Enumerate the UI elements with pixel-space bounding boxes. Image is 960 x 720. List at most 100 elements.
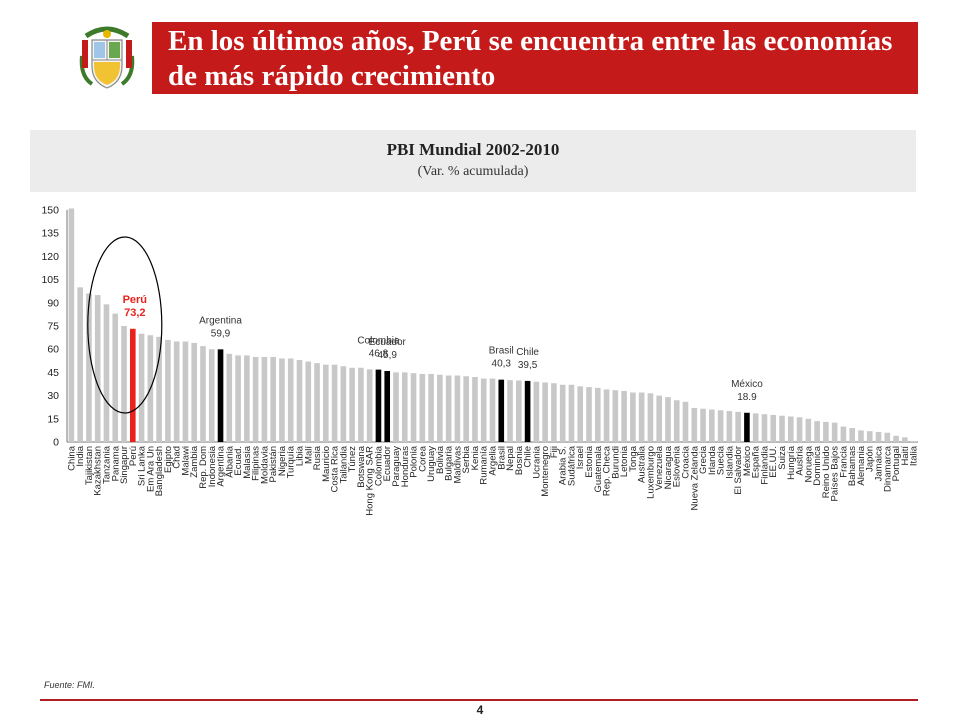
bar: [358, 367, 364, 442]
bar: [393, 372, 399, 442]
x-tick-label: Rep. Dom: [198, 446, 209, 489]
chart-header-panel: PBI Mundial 2002-2010 (Var. % acumulada): [30, 130, 916, 192]
x-tick-label: Eslovenia: [672, 445, 683, 487]
bar: [94, 295, 101, 442]
x-tick-label: Irlanda: [707, 445, 718, 475]
x-tick-label: Luxemburgo: [645, 446, 656, 499]
bar: [630, 392, 636, 442]
x-tick-label: Chile: [523, 446, 534, 468]
bar: [568, 384, 575, 442]
bar: [559, 384, 566, 442]
annotation-name: Argentina: [199, 315, 242, 326]
annotation-value: 39,5: [518, 360, 538, 371]
bar: [182, 341, 189, 442]
x-tick-label: Ecuad.: [233, 446, 244, 476]
bar: [621, 390, 627, 442]
bar: [735, 411, 741, 442]
x-tick-label: Jamaica: [874, 445, 885, 481]
bar: [165, 339, 171, 442]
annotation-value: 73,2: [124, 307, 145, 319]
x-tick-label: Zambia: [189, 445, 200, 477]
x-tick-label: Malí: [303, 446, 314, 464]
bar: [603, 389, 610, 442]
x-tick-label: Arabia S.: [558, 446, 569, 485]
footer-divider: [40, 699, 918, 701]
bar-chart: 0 15 30 45 60 75 90 105 120 135 150 ChinaIndiaTajik…: [41, 205, 920, 516]
x-tick-label: Tajikistan: [84, 446, 95, 485]
bar: [612, 390, 619, 442]
x-tick-label: Portugal: [891, 446, 902, 481]
x-tick-label: Dinamarca: [882, 445, 893, 492]
x-tick-label: Italia: [909, 445, 920, 466]
bar: [279, 358, 285, 442]
x-tick-label: Bangladesh: [154, 446, 165, 496]
x-tick-label: Tonga: [628, 445, 639, 472]
x-tick-label: Croacia: [681, 445, 692, 478]
x-tick-label: Brasil: [496, 446, 507, 470]
bar: [445, 375, 452, 442]
page-title: En los últimos años, Perú se encuentra e…: [168, 25, 893, 92]
x-tick-label: Ecuador: [382, 446, 393, 481]
bar: [858, 430, 864, 442]
bar: [673, 400, 680, 442]
y-tick-label: 45: [47, 367, 59, 379]
x-tick-label: México: [742, 446, 753, 476]
bar: [866, 431, 873, 442]
x-tick-label: Australia: [637, 445, 648, 483]
bar: [287, 358, 294, 442]
bar: [428, 373, 434, 442]
annotation-name: Chile: [516, 347, 539, 358]
x-tick-label: Haití: [900, 446, 911, 466]
highlight-ellipse: [87, 236, 163, 414]
x-tick-label: Kenia: [470, 445, 481, 470]
bar: [516, 380, 522, 442]
bar: [235, 355, 241, 442]
x-tick-label: Costa Rica: [330, 445, 341, 492]
peru-coat-of-arms-icon: [79, 26, 135, 89]
x-tick-label: Suecia: [716, 445, 727, 475]
bar: [594, 387, 601, 442]
x-tick-label: Nepal: [505, 446, 516, 471]
bar: [77, 287, 83, 442]
x-tick-label: Corea: [417, 445, 428, 472]
x-tick-label: Libia: [294, 445, 305, 466]
y-tick-label: 135: [41, 228, 59, 240]
bar: [498, 379, 505, 442]
y-tick-label: 105: [41, 274, 59, 286]
title-bar: [152, 22, 918, 94]
y-tick-label: 60: [47, 344, 59, 356]
bar: [410, 373, 417, 442]
bar: [656, 395, 662, 442]
bar: [893, 435, 899, 442]
x-tick-label: Malasia: [242, 445, 253, 478]
x-tick-label: Finlandia: [759, 445, 770, 484]
page-number: 4: [476, 703, 484, 717]
y-tick-label: 90: [47, 297, 59, 309]
bar: [340, 366, 347, 442]
bar: [717, 410, 724, 442]
bar: [121, 326, 127, 442]
x-tick-label: Rumanía: [479, 445, 490, 484]
x-tick-label: Rusia: [312, 445, 323, 470]
bar: [902, 437, 908, 442]
bar: [647, 393, 654, 442]
bar: [805, 418, 812, 442]
bar: [103, 304, 110, 442]
x-tick-label: Hungría: [786, 445, 797, 480]
x-tick-label: Paraguay: [391, 446, 402, 487]
bar: [200, 346, 206, 442]
x-tick-label: Suiza: [777, 445, 788, 469]
bar: [349, 367, 355, 442]
bar: [682, 401, 689, 442]
x-tick-label: Em Ara Un: [145, 446, 156, 492]
bar: [138, 333, 145, 442]
x-tick-label: Argentina: [216, 445, 227, 486]
bar: [437, 374, 443, 442]
bar: [542, 382, 548, 442]
x-tick-label: Bulgaria: [444, 445, 455, 481]
x-tick-label: Túnez: [347, 446, 358, 473]
bar: [314, 363, 320, 442]
bar: [86, 293, 92, 442]
bar: [384, 371, 391, 442]
x-tick-label: Malawi: [180, 446, 191, 476]
